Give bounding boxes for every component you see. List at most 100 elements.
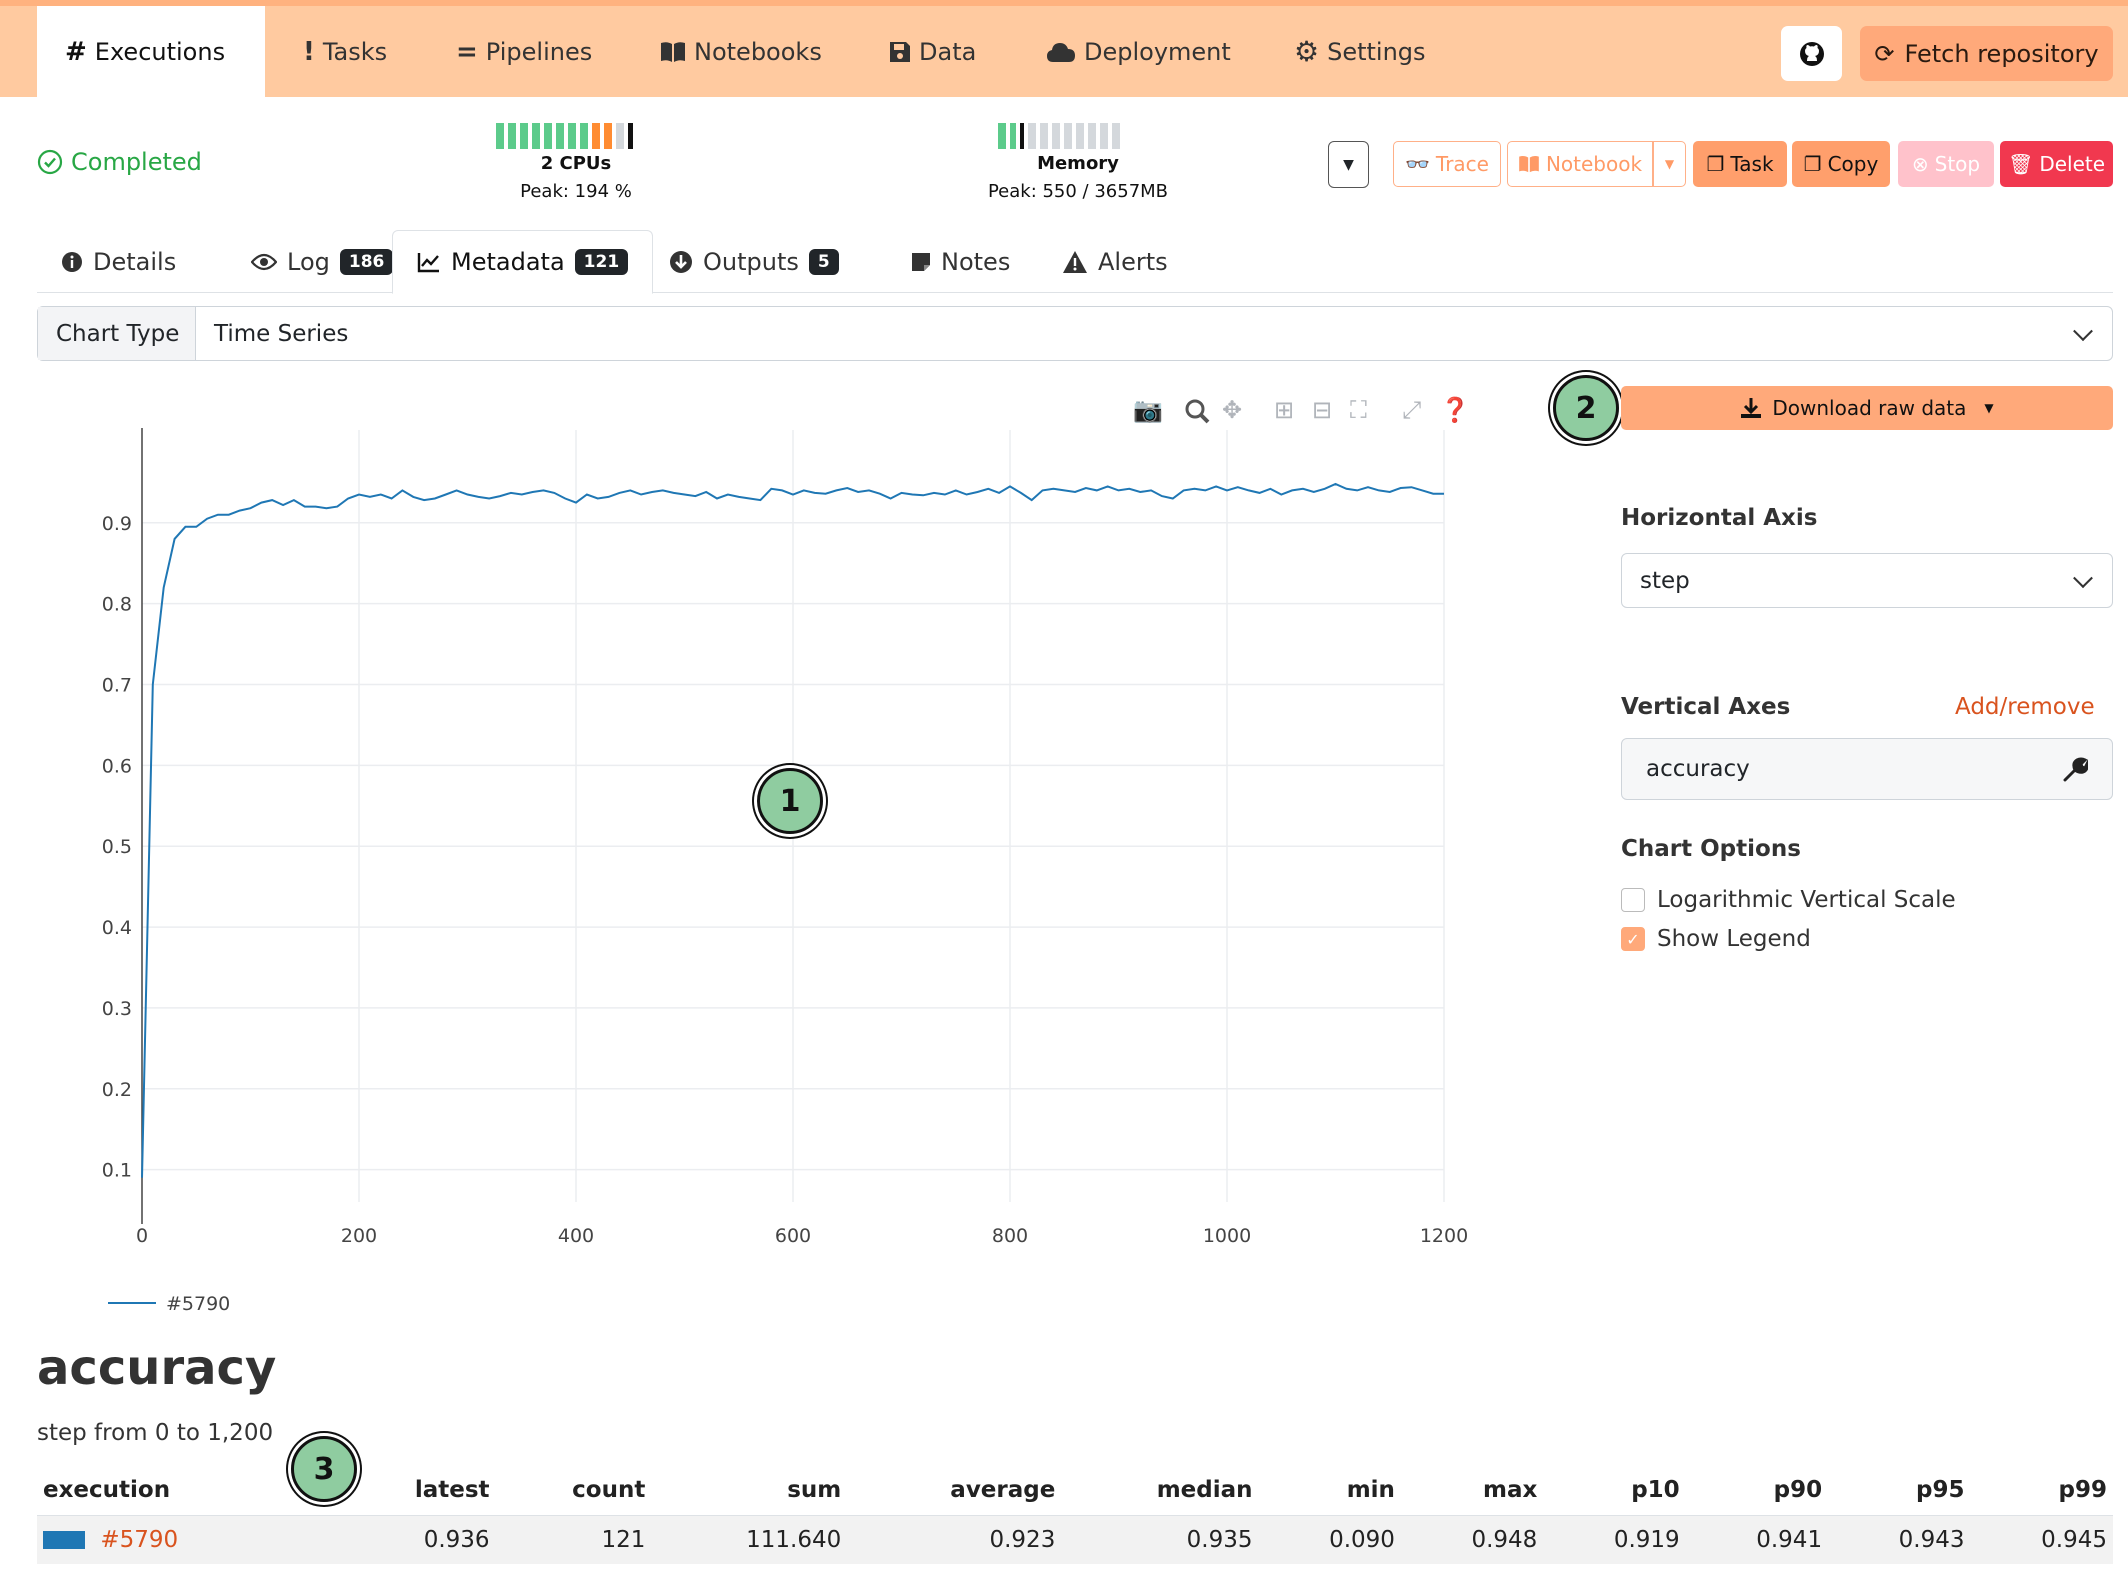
nav-tab-executions[interactable]: # Executions (37, 6, 265, 97)
stat-cell: 0.936 (337, 1515, 496, 1564)
execution-link[interactable]: #5790 (100, 1526, 179, 1553)
chevron-down-icon (2073, 567, 2093, 588)
nav-tab-label: Pipelines (485, 37, 593, 66)
zoom-out-icon[interactable]: ⊟ (1312, 396, 1333, 424)
more-actions-dropdown[interactable]: ▼ (1328, 141, 1369, 188)
cpu-label: 2 CPUs Peak: 194 % (476, 150, 676, 206)
add-remove-link[interactable]: Add/remove (1955, 694, 2095, 720)
cloud-icon (1047, 42, 1075, 62)
nav-tab-deployment[interactable]: Deployment (1018, 6, 1259, 97)
exclamation-icon: ! (303, 36, 315, 67)
notebook-dropdown[interactable]: ▼ (1653, 141, 1686, 187)
notebook-label: Notebook (1545, 152, 1643, 176)
tab-alerts[interactable]: Alerts (1038, 230, 1192, 293)
check-circle-icon (37, 149, 63, 175)
tab-label: Outputs (703, 247, 799, 276)
tab-metadata[interactable]: Metadata 121 (392, 230, 654, 294)
metric-stats-table: execution latest count sum average media… (37, 1465, 2113, 1564)
nav-tab-label: Tasks (322, 37, 388, 66)
camera-icon[interactable]: 📷 (1133, 396, 1163, 424)
column-header: execution (37, 1465, 337, 1516)
show-legend-option[interactable]: ✓ Show Legend (1621, 926, 1811, 952)
show-legend-checkbox[interactable]: ✓ (1621, 927, 1645, 951)
nav-tab-tasks[interactable]: ! Tasks (275, 6, 415, 97)
hash-icon: # (65, 36, 87, 67)
metadata-count-badge: 121 (574, 249, 629, 275)
vertical-axes-field[interactable]: accuracy (1621, 738, 2113, 800)
floppy-disk-icon (890, 41, 910, 62)
tab-label: Metadata (451, 248, 565, 276)
y-tick-label: 0.1 (102, 1160, 132, 1182)
copy-button[interactable]: ❐ Copy (1792, 141, 1890, 187)
reset-axes-icon[interactable]: ⤢ (1402, 396, 1422, 424)
y-tick-label: 0.8 (102, 594, 132, 616)
log-count-badge: 186 (339, 248, 394, 275)
tab-outputs[interactable]: Outputs 5 (645, 230, 863, 293)
delete-button[interactable]: 🗑 Delete (2000, 141, 2113, 187)
column-header: average (847, 1465, 1062, 1516)
autoscale-icon[interactable]: ⛶ (1350, 396, 1367, 424)
column-header: p99 (1970, 1465, 2113, 1516)
metric-title: accuracy (37, 1340, 277, 1396)
metric-range: step from 0 to 1,200 (37, 1420, 274, 1446)
arrow-circle-down-icon (670, 250, 692, 273)
zoom-in-icon[interactable]: ⊞ (1274, 396, 1295, 424)
tab-notes[interactable]: Notes (887, 230, 1034, 293)
nav-tab-settings[interactable]: ⚙ Settings (1266, 6, 1454, 97)
chart-grid (142, 430, 1445, 1202)
task-button[interactable]: ❐ Task (1693, 141, 1787, 187)
wrench-icon[interactable] (2062, 757, 2088, 783)
tab-details[interactable]: Details (37, 230, 200, 293)
nav-tab-label: Settings (1327, 37, 1426, 66)
download-raw-data-button[interactable]: Download raw data ▼ (1621, 386, 2113, 430)
sync-icon: ⟳ (1874, 39, 1895, 68)
help-icon[interactable]: ❓ (1440, 396, 1470, 424)
y-tick-label: 0.2 (102, 1079, 132, 1101)
table-row: #5790 0.936 121 111.640 0.923 0.935 0.09… (37, 1515, 2113, 1564)
eye-icon (251, 253, 277, 270)
series-line (141, 482, 1444, 1178)
glasses-icon: 👓 (1405, 152, 1430, 176)
chart-type-value[interactable]: Time Series (196, 307, 2112, 360)
tab-label: Alerts (1098, 247, 1168, 276)
y-tick-label: 0.6 (102, 755, 132, 777)
tab-log[interactable]: Log 186 (227, 230, 417, 293)
y-tick-label: 0.4 (102, 917, 132, 939)
chart-type-select[interactable]: Chart Type Time Series (37, 306, 2113, 361)
nav-tab-pipelines[interactable]: = Pipelines (428, 6, 620, 97)
execution-cell: #5790 (37, 1515, 337, 1564)
memory-title: Memory (1037, 153, 1119, 174)
notebook-button[interactable]: Notebook (1507, 141, 1653, 187)
memory-meter (998, 123, 1120, 149)
log-scale-checkbox[interactable] (1621, 888, 1645, 912)
column-header: latest (337, 1465, 496, 1516)
pan-icon[interactable]: ✥ (1222, 396, 1243, 424)
nav-tab-notebooks[interactable]: Notebooks (632, 6, 850, 97)
column-header: p10 (1543, 1465, 1686, 1516)
y-tick-label: 0.5 (102, 836, 132, 858)
fetch-repository-button[interactable]: ⟳ Fetch repository (1860, 26, 2113, 81)
trace-button[interactable]: 👓 Trace (1393, 141, 1501, 187)
outputs-count-badge: 5 (808, 248, 839, 275)
github-button[interactable] (1781, 26, 1842, 81)
stat-cell: 0.935 (1061, 1515, 1259, 1564)
stop-button[interactable]: ⊗ Stop (1898, 141, 1994, 187)
stat-cell: 0.948 (1400, 1515, 1544, 1564)
horizontal-axis-select[interactable]: step (1621, 553, 2113, 608)
tab-label: Log (287, 247, 330, 276)
chart-axes: 0.1 0.2 0.3 0.4 0.5 0.6 0.7 0.8 0.9 0 200 400 600 800… (102, 428, 1468, 1247)
column-header: min (1258, 1465, 1401, 1516)
copy-icon: ❐ (1803, 152, 1822, 176)
y-tick-label: 0.7 (102, 674, 132, 696)
zoom-icon[interactable] (1184, 398, 1210, 424)
chart-type-label: Chart Type (38, 307, 196, 360)
stop-label: Stop (1934, 152, 1981, 176)
caret-down-icon: ▼ (1664, 157, 1675, 171)
nav-tab-data[interactable]: Data (861, 6, 1004, 97)
column-header: p90 (1685, 1465, 1829, 1516)
log-scale-option[interactable]: Logarithmic Vertical Scale (1621, 887, 1956, 913)
y-tick-label: 0.3 (102, 998, 132, 1020)
vertical-axes-value: accuracy (1646, 756, 1750, 782)
time-series-chart[interactable]: 0.1 0.2 0.3 0.4 0.5 0.6 0.7 0.8 0.9 0 200 400 600 800… (0, 380, 1500, 1330)
stat-cell: 121 (495, 1515, 652, 1564)
